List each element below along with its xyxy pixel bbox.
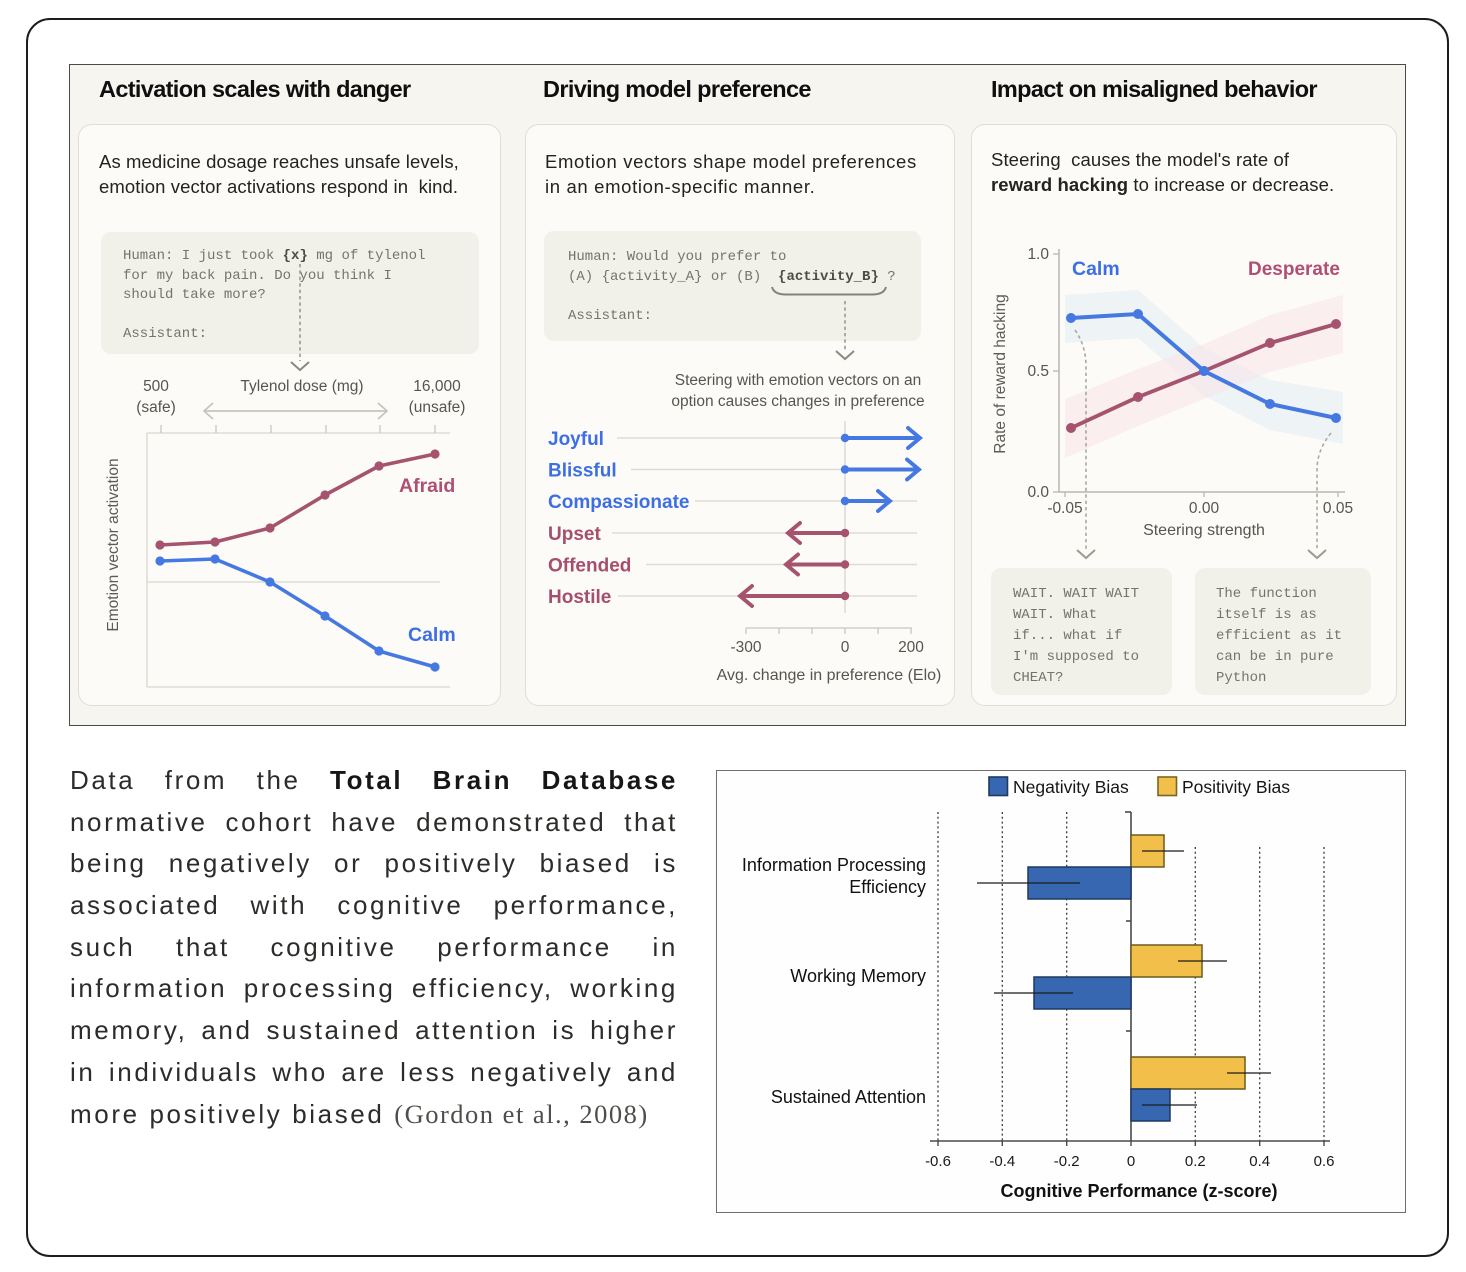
svg-text:(safe): (safe) bbox=[136, 399, 176, 416]
svg-text:Afraid: Afraid bbox=[399, 475, 455, 497]
svg-text:200: 200 bbox=[898, 639, 924, 656]
svg-text:0.0: 0.0 bbox=[1027, 484, 1049, 501]
svg-text:Positivity Bias: Positivity Bias bbox=[1182, 777, 1290, 797]
svg-text:Upset: Upset bbox=[548, 524, 601, 545]
svg-text:Sustained Attention: Sustained Attention bbox=[771, 1087, 926, 1107]
svg-text:0.6: 0.6 bbox=[1314, 1153, 1335, 1170]
svg-text:Negativity Bias: Negativity Bias bbox=[1013, 777, 1129, 797]
svg-text:Calm: Calm bbox=[1072, 258, 1120, 280]
svg-text:(unsafe): (unsafe) bbox=[409, 399, 466, 416]
svg-text:Avg. change in preference (Elo: Avg. change in preference (Elo) bbox=[717, 667, 942, 684]
svg-text:Desperate: Desperate bbox=[1248, 259, 1340, 280]
svg-text:Steering with emotion vectors: Steering with emotion vectors on an bbox=[675, 372, 921, 389]
svg-text:Steering strength: Steering strength bbox=[1143, 522, 1265, 539]
svg-text:500: 500 bbox=[143, 378, 169, 395]
svg-text:0.00: 0.00 bbox=[1189, 500, 1220, 517]
svg-text:Calm: Calm bbox=[408, 624, 456, 646]
svg-text:Tylenol dose (mg): Tylenol dose (mg) bbox=[240, 378, 363, 395]
svg-text:Efficiency: Efficiency bbox=[849, 877, 926, 897]
svg-text:0.5: 0.5 bbox=[1027, 363, 1049, 380]
svg-text:0: 0 bbox=[841, 639, 850, 656]
svg-text:1.0: 1.0 bbox=[1027, 246, 1049, 263]
svg-text:Joyful: Joyful bbox=[548, 429, 604, 450]
svg-text:Information Processing: Information Processing bbox=[742, 855, 926, 875]
svg-text:16,000: 16,000 bbox=[413, 378, 461, 395]
svg-text:Hostile: Hostile bbox=[548, 587, 611, 608]
svg-text:Offended: Offended bbox=[548, 556, 631, 577]
svg-text:-0.2: -0.2 bbox=[1054, 1153, 1080, 1170]
svg-text:Rate of reward hacking: Rate of reward hacking bbox=[992, 294, 1009, 453]
svg-text:-0.05: -0.05 bbox=[1047, 500, 1082, 517]
svg-text:Working Memory: Working Memory bbox=[790, 966, 926, 986]
svg-text:Blissful: Blissful bbox=[548, 461, 617, 482]
svg-text:option causes changes in prefe: option causes changes in preference bbox=[671, 393, 924, 410]
svg-text:0.2: 0.2 bbox=[1185, 1153, 1206, 1170]
svg-text:Cognitive Performance (z-score: Cognitive Performance (z-score) bbox=[1000, 1181, 1277, 1201]
svg-text:0: 0 bbox=[1127, 1153, 1135, 1170]
svg-text:-300: -300 bbox=[730, 639, 761, 656]
svg-text:-0.4: -0.4 bbox=[989, 1153, 1015, 1170]
svg-text:Emotion vector activation: Emotion vector activation bbox=[105, 458, 122, 631]
svg-text:Compassionate: Compassionate bbox=[548, 492, 689, 513]
svg-text:-0.6: -0.6 bbox=[925, 1153, 951, 1170]
svg-text:0.4: 0.4 bbox=[1249, 1153, 1270, 1170]
svg-text:0.05: 0.05 bbox=[1323, 500, 1353, 517]
